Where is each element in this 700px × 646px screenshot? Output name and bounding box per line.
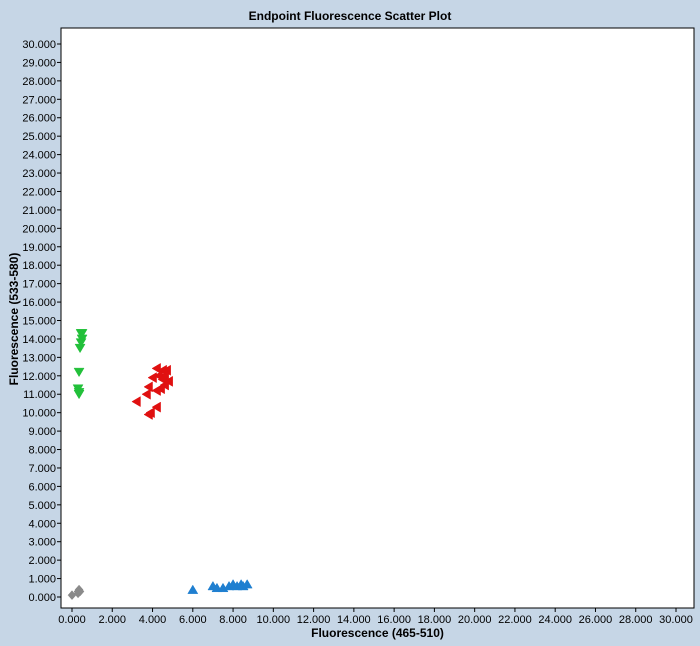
- y-tick-label: 20.000: [22, 223, 56, 235]
- data-point: [75, 338, 87, 348]
- data-point: [151, 362, 161, 374]
- series-3: [67, 584, 85, 601]
- y-tick-label: 6.000: [28, 481, 56, 493]
- y-tick-label: 15.000: [22, 316, 56, 328]
- data-point: [76, 329, 88, 339]
- y-tick-label: 3.000: [28, 537, 56, 549]
- series-1: [131, 362, 173, 420]
- x-axis-label: Fluorescence (465-510): [311, 626, 444, 640]
- x-tick-label: 6.000: [179, 614, 207, 626]
- x-tick-label: 14.000: [337, 614, 371, 626]
- x-tick-label: 20.000: [458, 614, 492, 626]
- y-tick-label: 7.000: [28, 463, 56, 475]
- data-point: [187, 584, 199, 594]
- data-point: [151, 385, 161, 396]
- y-tick-label: 24.000: [22, 150, 56, 162]
- data-point: [141, 388, 151, 400]
- x-tick-label: 22.000: [498, 614, 532, 626]
- y-tick-label: 14.000: [22, 334, 56, 346]
- series-0: [72, 329, 88, 400]
- y-tick-label: 0.000: [28, 592, 56, 604]
- y-tick-label: 21.000: [22, 205, 56, 217]
- y-tick-label: 8.000: [28, 445, 56, 457]
- y-tick-label: 9.000: [28, 426, 56, 438]
- y-axis-label: Fluorescence (533-580): [7, 252, 21, 386]
- y-tick-label: 11.000: [23, 389, 56, 401]
- chart-title: Endpoint Fluorescence Scatter Plot: [248, 9, 452, 23]
- x-tick-label: 8.000: [219, 614, 247, 626]
- data-point: [157, 374, 167, 385]
- data-points: [67, 329, 253, 601]
- data-point: [241, 579, 253, 589]
- y-tick-label: 25.000: [22, 131, 56, 143]
- y-tick-label: 13.000: [22, 352, 56, 364]
- x-tick-label: 2.000: [99, 614, 127, 626]
- y-tick-label: 27.000: [22, 94, 56, 106]
- data-point: [74, 343, 86, 354]
- axes: 0.000 1.000 2.000 3.000 4.000 5.000 6.000 7.000…: [22, 39, 692, 626]
- y-tick-label: 5.000: [28, 500, 56, 512]
- y-tick-label: 18.000: [22, 260, 56, 272]
- series-2: [187, 579, 253, 594]
- x-tick-label: 18.000: [418, 614, 452, 626]
- x-tick-label: 4.000: [139, 614, 167, 626]
- data-point: [131, 396, 141, 408]
- y-tick-label: 19.000: [22, 242, 56, 254]
- y-tick-label: 30.000: [22, 39, 56, 51]
- x-tick-label: 16.000: [377, 614, 411, 626]
- data-point: [143, 409, 153, 420]
- y-tick-label: 22.000: [22, 186, 56, 198]
- y-tick-label: 2.000: [28, 555, 56, 567]
- x-tick-label: 28.000: [619, 614, 653, 626]
- y-tick-label: 4.000: [28, 518, 56, 530]
- x-tick-label: 26.000: [579, 614, 613, 626]
- y-tick-label: 28.000: [22, 76, 56, 88]
- x-tick-label: 30.000: [659, 614, 693, 626]
- x-tick-label: 0.000: [58, 614, 86, 626]
- y-tick-label: 26.000: [22, 113, 56, 125]
- y-tick-label: 10.000: [22, 408, 56, 420]
- data-point: [147, 372, 157, 384]
- y-tick-label: 23.000: [22, 168, 56, 180]
- data-point: [73, 367, 85, 378]
- data-point: [151, 401, 161, 413]
- plot-area: [60, 27, 695, 609]
- y-tick-label: 1.000: [28, 574, 56, 586]
- data-point: [73, 588, 83, 599]
- y-tick-label: 12.000: [22, 371, 56, 383]
- y-tick-label: 16.000: [22, 297, 56, 309]
- x-tick-label: 10.000: [257, 614, 291, 626]
- x-tick-label: 24.000: [538, 614, 572, 626]
- y-tick-label: 17.000: [22, 279, 56, 291]
- x-tick-label: 12.000: [297, 614, 331, 626]
- data-point: [73, 389, 85, 400]
- y-tick-label: 29.000: [22, 57, 56, 69]
